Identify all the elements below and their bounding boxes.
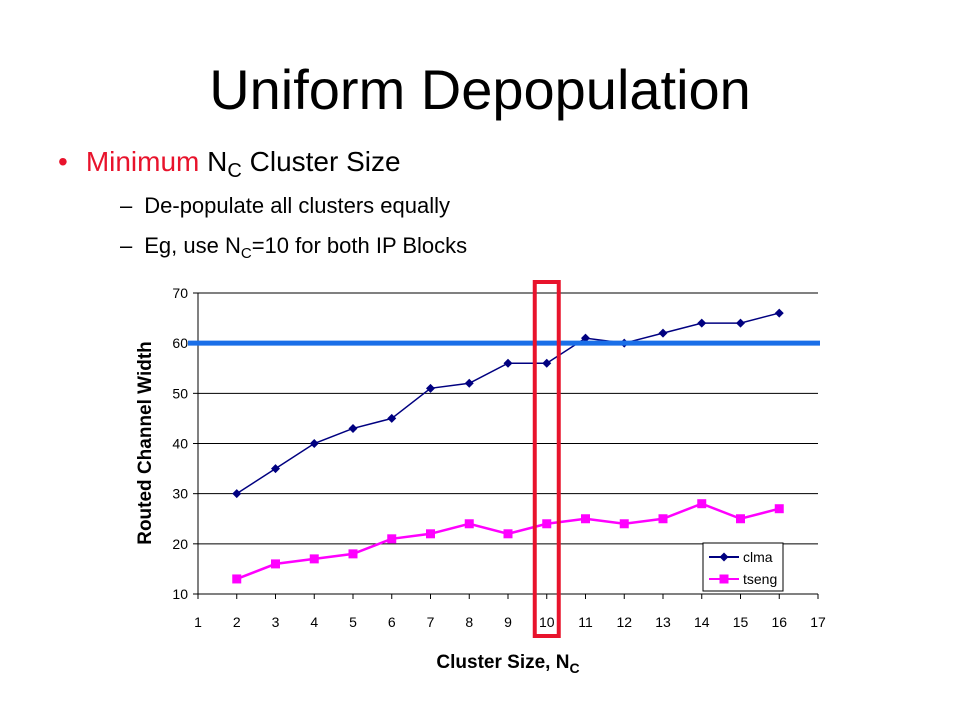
- data-point-clma: [348, 423, 358, 433]
- data-point-tseng: [581, 514, 590, 524]
- data-point-clma: [697, 318, 707, 328]
- sub-bullet-1: – De-populate all clusters equally: [120, 192, 450, 220]
- legend-marker-clma: [719, 552, 729, 562]
- data-point-tseng: [736, 514, 745, 524]
- legend-label-tseng: tseng: [743, 571, 777, 587]
- slide-title: Uniform Depopulation: [209, 58, 751, 121]
- legend: clma tseng: [702, 542, 784, 592]
- legend-label-clma: clma: [743, 549, 773, 565]
- data-point-clma: [271, 464, 280, 474]
- x-tick-label: 9: [504, 614, 512, 630]
- x-tick-label: 3: [272, 614, 280, 630]
- data-point-clma: [581, 333, 590, 343]
- data-point-tseng: [387, 534, 397, 544]
- data-point-clma: [542, 358, 552, 368]
- data-point-tseng: [619, 519, 629, 529]
- x-tick-label: 16: [771, 614, 787, 630]
- data-point-clma: [426, 383, 435, 393]
- y-tick-label: 50: [172, 385, 188, 401]
- series-line-clma: [236, 312, 780, 495]
- data-point-tseng: [697, 499, 707, 509]
- sub-bullet-subscript: C: [240, 245, 252, 262]
- sub-bullet-dash: –: [120, 193, 133, 218]
- data-point-tseng: [271, 559, 280, 569]
- x-tick-label: 1: [194, 614, 202, 630]
- data-point-clma: [309, 439, 319, 448]
- x-tick-label: 15: [733, 614, 749, 630]
- main-bullet: • Minimum NC Cluster Size: [58, 145, 401, 188]
- data-point-clma: [658, 328, 668, 338]
- data-point-tseng: [348, 549, 358, 559]
- bullet-nc: NC: [207, 146, 242, 182]
- data-point-clma: [232, 489, 242, 499]
- data-point-clma: [387, 413, 397, 423]
- data-point-tseng: [658, 514, 668, 524]
- x-tick-label: 14: [694, 614, 710, 630]
- sub-bullet-text: De-populate all clusters equally: [144, 193, 450, 218]
- data-point-tseng: [542, 519, 552, 529]
- x-tick-label: 11: [578, 614, 593, 630]
- data-point-tseng: [232, 574, 242, 584]
- data-point-clma: [736, 318, 745, 328]
- series-line-tseng: [236, 502, 780, 581]
- y-tick-label: 60: [172, 335, 188, 351]
- highlight-box: [532, 280, 561, 638]
- x-tick-label: 7: [427, 614, 435, 630]
- x-tick-label: 6: [388, 614, 396, 630]
- x-tick-label: 13: [655, 614, 671, 630]
- sub-bullet-pre: Eg, use N: [144, 233, 241, 258]
- bullet-marker: •: [58, 146, 68, 177]
- data-point-clma: [774, 308, 784, 318]
- data-point-tseng: [464, 519, 474, 529]
- x-tick-label: 8: [465, 614, 473, 630]
- x-tick-label: 17: [810, 614, 826, 630]
- legend-box: [702, 542, 784, 592]
- y-tick-label: 70: [172, 285, 188, 301]
- y-tick-label: 10: [172, 586, 188, 602]
- bullet-rest: Cluster Size: [249, 146, 401, 177]
- y-axis-title: Routed Channel Width: [135, 341, 156, 545]
- data-point-tseng: [503, 529, 513, 539]
- legend-marker-tseng: [719, 574, 729, 584]
- y-tick-label: 30: [172, 486, 188, 502]
- y-tick-label: 40: [172, 436, 188, 452]
- x-tick-label: 4: [310, 614, 318, 630]
- x-tick-label: 10: [539, 614, 555, 630]
- x-tick-label: 2: [233, 614, 241, 630]
- data-point-tseng: [426, 529, 435, 539]
- y-tick-label: 20: [172, 536, 188, 552]
- data-point-clma: [503, 358, 513, 368]
- data-point-tseng: [774, 504, 784, 514]
- sub-bullet-2: – Eg, use NC=10 for both IP Blocks: [120, 232, 467, 268]
- sub-bullet-post: =10 for both IP Blocks: [251, 233, 468, 258]
- x-tick-label: 12: [616, 614, 632, 630]
- data-point-clma: [464, 378, 474, 388]
- sub-bullet-dash: –: [120, 233, 133, 258]
- data-point-tseng: [309, 554, 319, 564]
- x-axis-title: Cluster Size, NC: [436, 652, 579, 676]
- x-tick-label: 5: [349, 614, 357, 630]
- bullet-red-text: Minimum: [85, 146, 200, 177]
